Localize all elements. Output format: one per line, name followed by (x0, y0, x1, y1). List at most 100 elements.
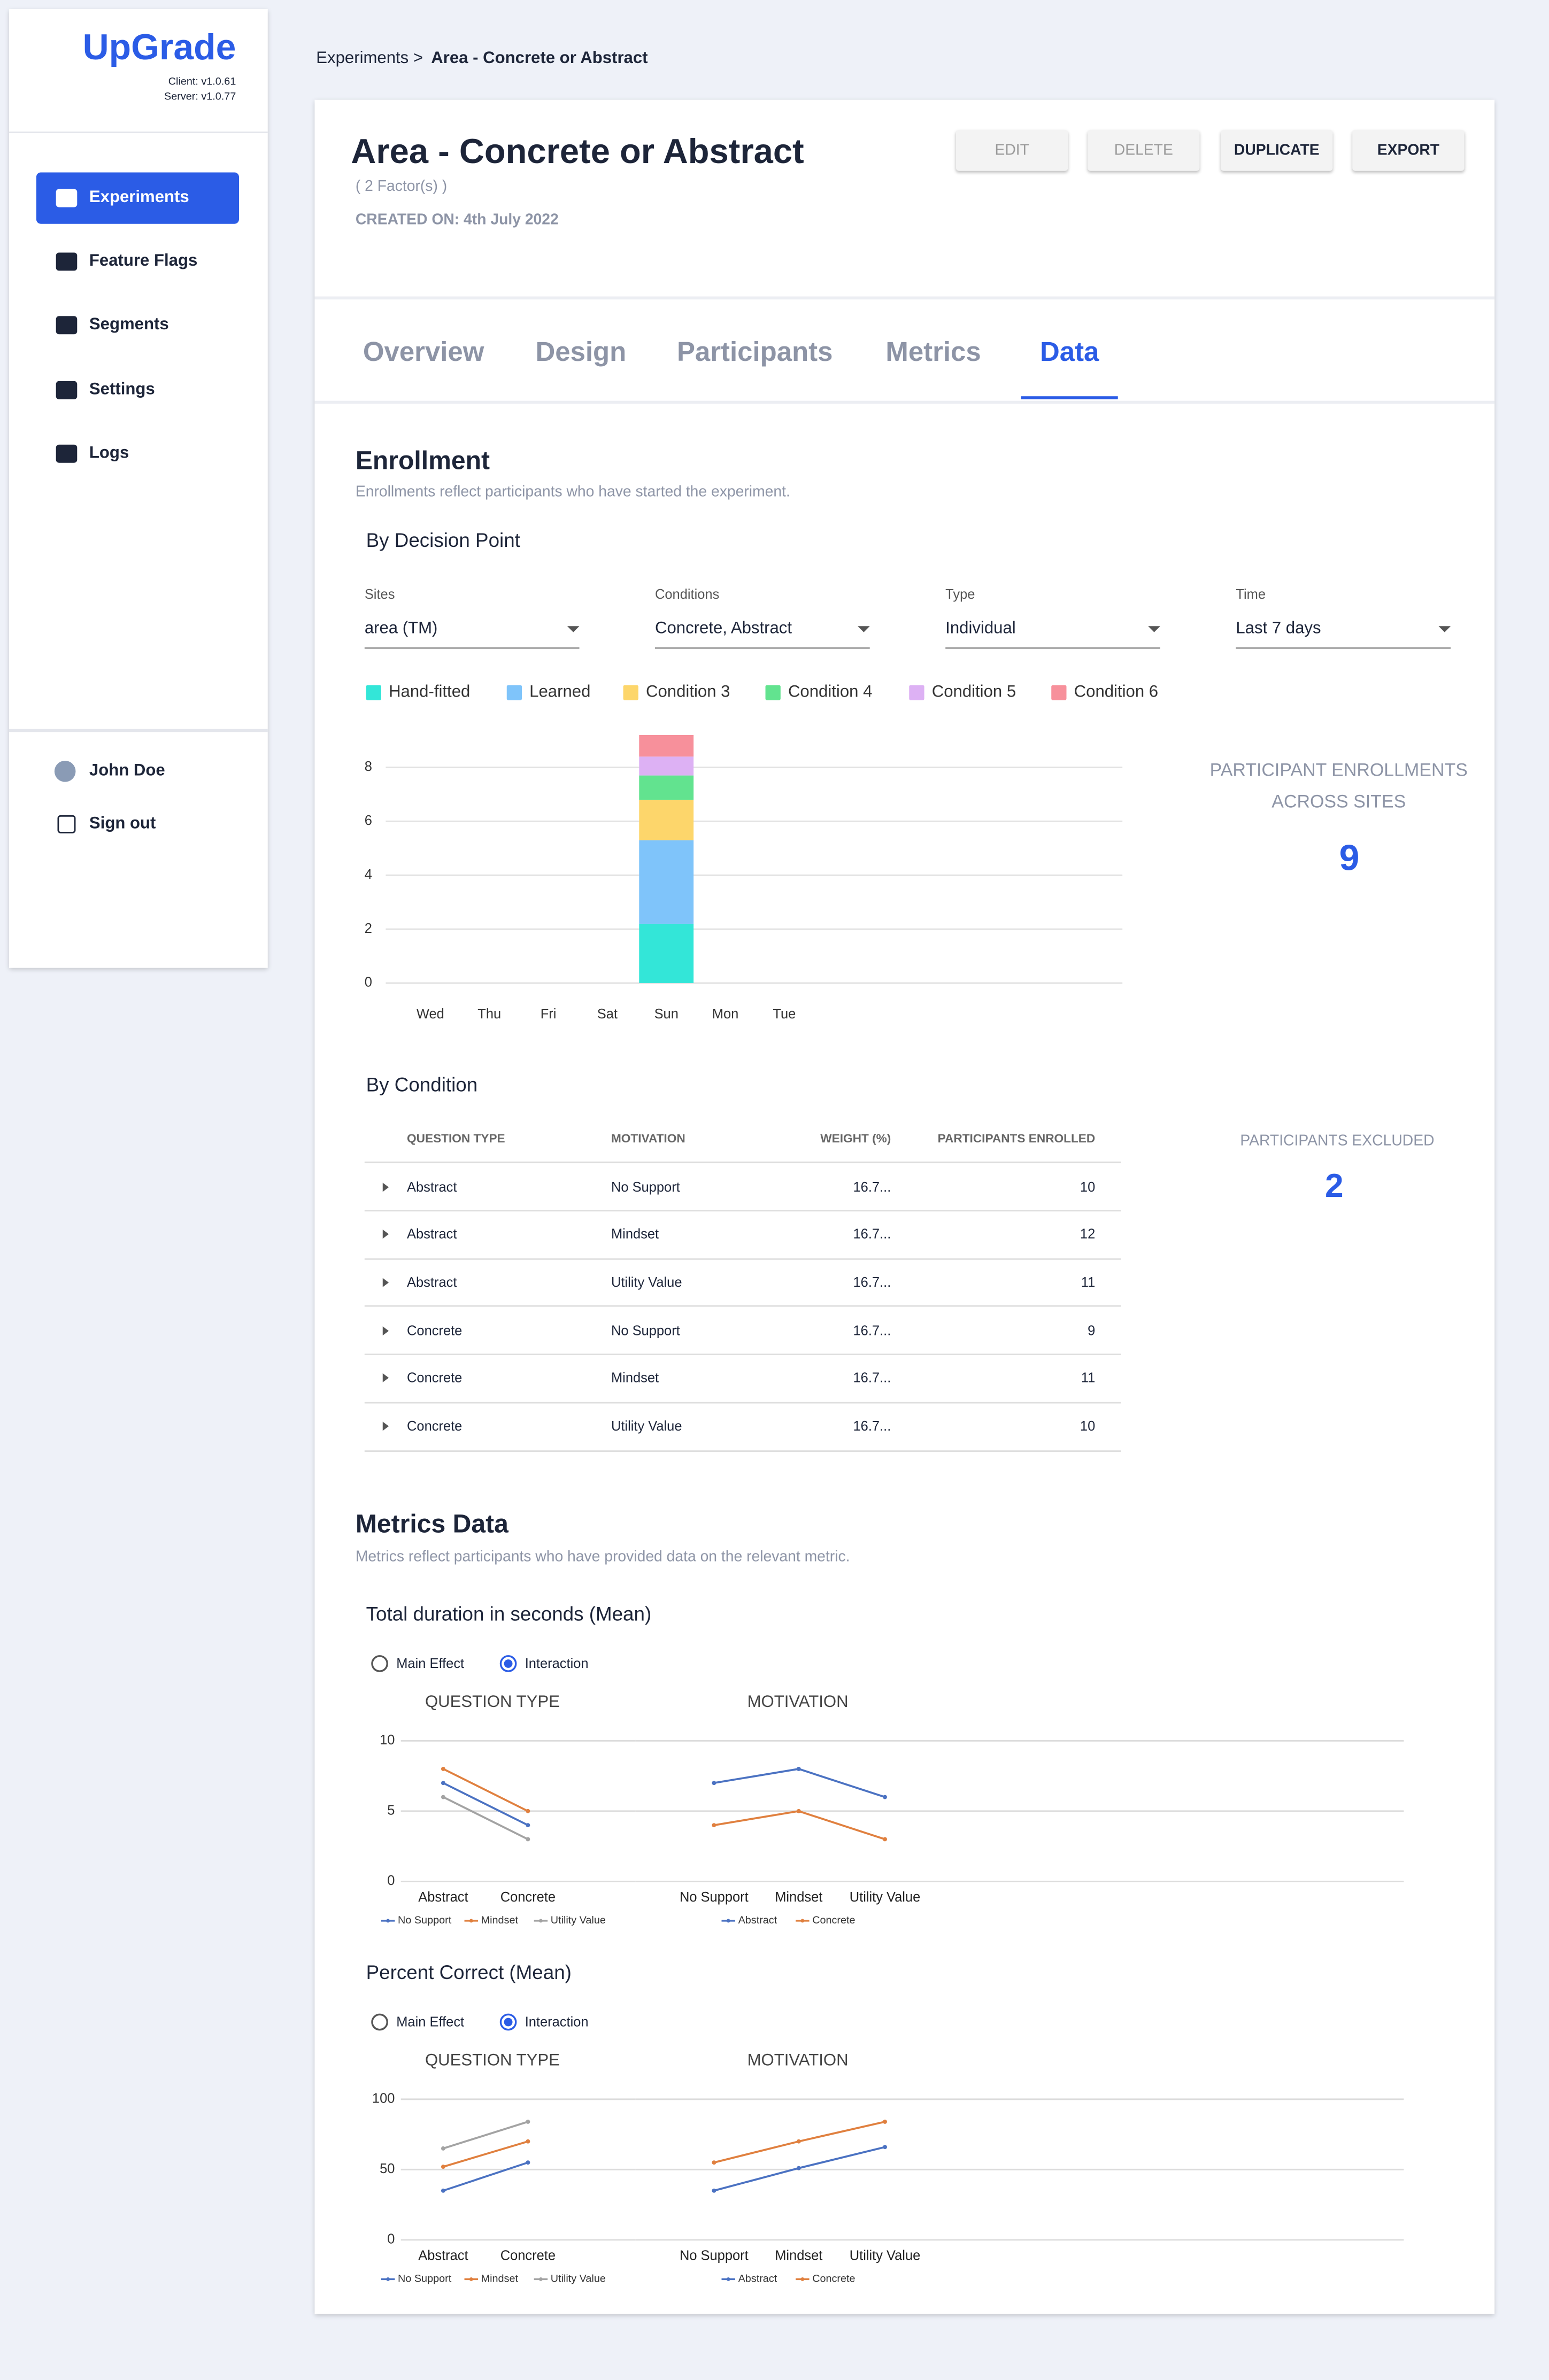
nav-item[interactable]: Feature Flags (89, 252, 198, 271)
nav-item[interactable]: Segments (89, 316, 169, 335)
radio-label[interactable]: Main Effect (396, 1656, 465, 1671)
legend-label: Abstract (738, 2273, 777, 2285)
button (955, 130, 1068, 171)
filter-caret (1148, 626, 1160, 632)
tab[interactable]: Design (535, 336, 627, 367)
section-title: Metrics Data (355, 1510, 508, 1539)
radio (371, 1655, 388, 1672)
legend-swatch (366, 685, 381, 700)
bar-segment (639, 735, 694, 757)
y-tick-label: 10 (380, 1733, 395, 1748)
line-series (443, 2161, 528, 2192)
filter-underline (655, 647, 870, 649)
legend-label: Abstract (738, 1914, 777, 1926)
table-rule (364, 1354, 1121, 1356)
sign-out[interactable]: Sign out (89, 814, 156, 833)
point (796, 2166, 801, 2170)
filter-caret (567, 626, 580, 632)
y-tick-label: 0 (365, 975, 372, 990)
y-tick-label: 4 (365, 867, 372, 882)
legend-dot (726, 2277, 730, 2281)
row-expander[interactable] (382, 1373, 389, 1383)
table-header: PARTICIPANTS ENROLLED (937, 1132, 1096, 1146)
filter-value[interactable]: Last 7 days (1236, 620, 1321, 638)
table-cell: Utility Value (611, 1274, 682, 1290)
tab[interactable]: Data (1039, 336, 1099, 367)
legend-label: Utility Value (551, 1914, 606, 1926)
created-on: CREATED ON: 4th July 2022 (355, 212, 559, 229)
avatar (54, 761, 76, 782)
x-tick-label: Abstract (418, 2248, 468, 2263)
radio-label[interactable]: Main Effect (396, 2014, 465, 2030)
legend-dot (469, 1919, 473, 1923)
point (712, 2160, 716, 2165)
filter-value[interactable]: Individual (945, 620, 1016, 638)
button[interactable] (1221, 130, 1333, 171)
point (526, 1837, 530, 1842)
table-cell: Concrete (407, 1322, 463, 1338)
y-tick-label: 2 (365, 921, 372, 936)
radio-label[interactable]: Interaction (525, 1656, 589, 1671)
table-cell: Abstract (407, 1226, 457, 1242)
x-tick-label: Mon (712, 1007, 739, 1022)
tab[interactable]: Participants (676, 336, 833, 367)
row-expander[interactable] (382, 1230, 389, 1239)
tab[interactable]: Overview (363, 336, 484, 367)
point (526, 1823, 530, 1828)
bar-segment (639, 775, 694, 800)
table-cell: 16.7... (853, 1370, 891, 1386)
y-tick-label: 50 (380, 2161, 395, 2176)
point (441, 2188, 445, 2193)
x-tick-label: Sun (654, 1007, 679, 1022)
legend-label: Hand-fitted (389, 683, 471, 701)
line-series (443, 1782, 529, 1826)
table-rule (364, 1257, 1121, 1259)
row-expander[interactable] (382, 1278, 389, 1287)
signout-icon (57, 815, 76, 833)
section-subtitle: Metrics reflect participants who have pr… (355, 1549, 850, 1566)
divider (314, 296, 1495, 300)
table-cell: 9 (1088, 1322, 1096, 1338)
radio-label[interactable]: Interaction (525, 2014, 589, 2030)
table-header: WEIGHT (%) (820, 1132, 891, 1146)
button[interactable] (1352, 130, 1465, 171)
x-tick-label: Thu (477, 1007, 501, 1022)
radio (371, 2013, 388, 2031)
x-tick-label: Wed (417, 1007, 444, 1022)
nav-item[interactable]: Logs (89, 444, 129, 462)
breadcrumb-parent[interactable]: Experiments > (316, 49, 423, 68)
row-expander[interactable] (382, 1421, 389, 1431)
point (712, 2188, 716, 2193)
button-label: DELETE (1114, 142, 1173, 159)
nav-icon (56, 380, 78, 399)
button-label[interactable]: EXPORT (1377, 142, 1440, 159)
table-rule (364, 1210, 1121, 1212)
stat-label: PARTICIPANTS EXCLUDED (1240, 1133, 1435, 1150)
legend-label: No Support (398, 2273, 452, 2285)
button-label[interactable]: DUPLICATE (1234, 142, 1320, 159)
line-series (714, 1768, 885, 1798)
table-header: QUESTION TYPE (407, 1132, 505, 1146)
row-expander[interactable] (382, 1181, 389, 1191)
nav-item[interactable]: Settings (89, 380, 155, 398)
legend-swatch (1051, 685, 1067, 700)
legend-dot (800, 1919, 805, 1923)
y-tick-label: 100 (372, 2091, 395, 2106)
client-version: Client: v1.0.61 (168, 77, 236, 88)
x-tick-label: Utility Value (850, 2248, 920, 2263)
row-expander[interactable] (382, 1325, 389, 1335)
legend-dot (386, 1919, 390, 1923)
metric-title: Total duration in seconds (Mean) (366, 1602, 652, 1625)
filter-value[interactable]: area (TM) (364, 620, 438, 638)
point (712, 1823, 716, 1828)
table-cell: 16.7... (853, 1418, 891, 1434)
button (1088, 130, 1200, 171)
filter-value[interactable]: Concrete, Abstract (655, 620, 792, 638)
point (796, 1809, 801, 1813)
button-label: EDIT (995, 142, 1029, 159)
x-tick-label: Sat (597, 1007, 618, 1022)
nav-item[interactable]: Experiments (89, 188, 189, 207)
tab[interactable]: Metrics (885, 336, 981, 367)
legend-dot (539, 2277, 543, 2281)
